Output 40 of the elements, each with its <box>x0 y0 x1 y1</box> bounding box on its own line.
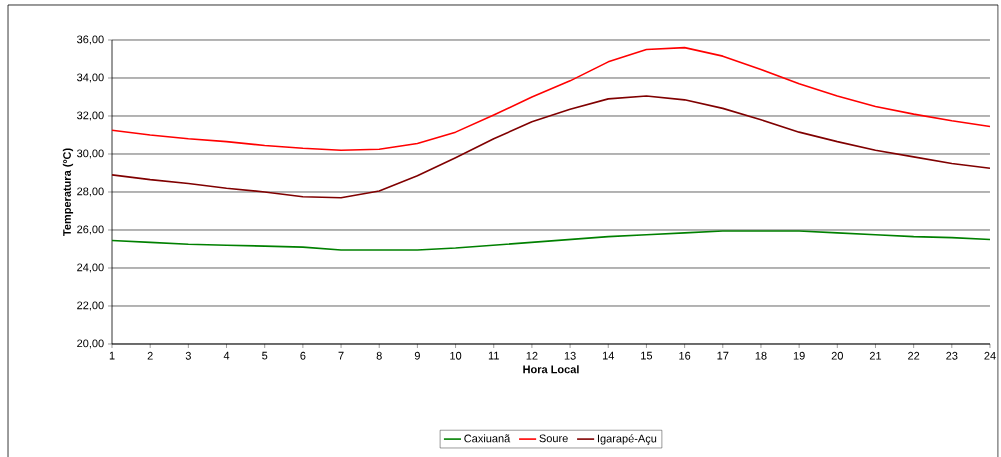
x-tick-label: 8 <box>376 351 382 360</box>
x-tick-label: 23 <box>946 351 958 360</box>
x-tick-label: 2 <box>147 351 153 360</box>
x-tick-label: 19 <box>793 351 805 360</box>
x-tick-label: 6 <box>300 351 306 360</box>
x-tick-label: 14 <box>602 351 615 360</box>
x-tick-label: 11 <box>488 351 499 360</box>
y-tick-label: 36,00 <box>77 35 104 45</box>
y-tick-label: 24,00 <box>77 263 104 273</box>
x-tick-label: 13 <box>564 351 576 360</box>
x-tick-label: 20 <box>831 351 843 360</box>
x-tick-label: 22 <box>908 351 920 360</box>
x-tick-label: 1 <box>109 351 115 360</box>
x-tick-label: 5 <box>262 351 268 360</box>
y-tick-label: 20,00 <box>77 339 104 349</box>
legend-label: Soure <box>539 434 568 443</box>
y-tick-label: 26,00 <box>77 225 104 235</box>
y-axis-title: Temperatura (ºC) <box>62 148 74 236</box>
y-tick-label: 34,00 <box>77 73 104 83</box>
x-tick-label: 7 <box>338 351 344 360</box>
x-tick-label: 18 <box>755 351 767 360</box>
legend-label: Igarapé-Açu <box>597 434 657 445</box>
y-tick-label: 22,00 <box>77 301 104 311</box>
y-tick-label: 28,00 <box>77 187 104 197</box>
x-tick-label: 9 <box>414 351 420 360</box>
x-tick-label: 12 <box>526 351 538 360</box>
y-tick-label: 30,00 <box>77 149 104 159</box>
line-series <box>111 46 991 151</box>
x-tick-label: 16 <box>679 351 691 360</box>
y-tick-label: 32,00 <box>77 111 104 121</box>
x-tick-label: 4 <box>223 351 230 360</box>
legend-label: Caxiuanã <box>464 434 511 443</box>
x-tick-label: 15 <box>641 351 653 360</box>
x-tick-label: 3 <box>185 351 191 360</box>
x-axis-title: Hora Local <box>523 365 579 374</box>
x-tick-label: 10 <box>450 351 462 360</box>
line-series <box>111 95 991 199</box>
x-tick-label: 17 <box>717 351 729 360</box>
x-tick-label: 24 <box>984 351 996 360</box>
x-tick-label: 21 <box>869 351 882 360</box>
